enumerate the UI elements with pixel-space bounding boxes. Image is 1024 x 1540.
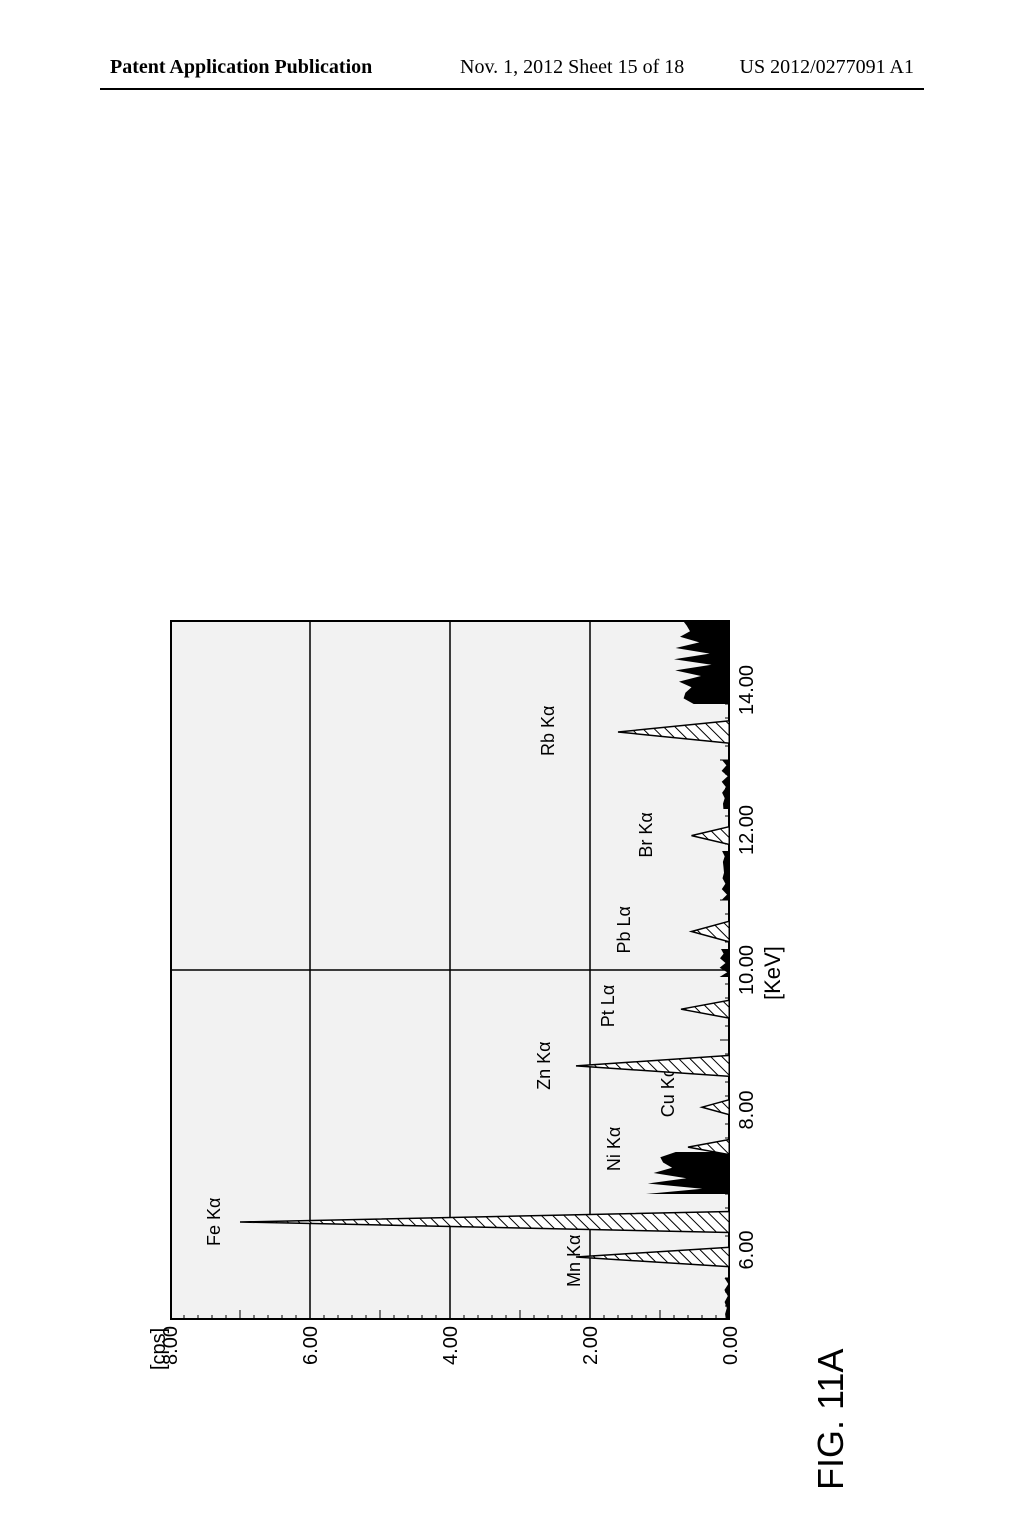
page: Patent Application Publication Nov. 1, 2… [0, 0, 1024, 1320]
peak-label: Rb Kα [538, 706, 558, 756]
x-tick-label: 14.00 [736, 660, 759, 720]
rotated-plot-wrapper: [cps] Mn KαFe KαNi KαCu KαZn KαPt LαPb L… [130, 540, 890, 1540]
header-left: Patent Application Publication [110, 56, 372, 79]
x-tick-label: 8.00 [736, 1080, 759, 1140]
y-tick-label: 6.00 [300, 1326, 323, 1370]
y-tick-label: 0.00 [720, 1326, 743, 1370]
x-tick-label: 10.00 [736, 940, 759, 1000]
peak-label: Zn Kα [534, 1041, 554, 1089]
y-tick-label: 2.00 [580, 1326, 603, 1370]
figure-label: FIG. 11A [810, 1349, 852, 1490]
peak-label: Cu Kα [658, 1067, 678, 1117]
figure-area: [cps] Mn KαFe KαNi KαCu KαZn KαPt LαPb L… [130, 160, 890, 1160]
peak-label: Pt Lα [598, 985, 618, 1027]
peak-label: Ni Kα [604, 1127, 624, 1171]
peak-label: Mn Kα [564, 1235, 584, 1287]
peak-label: Br Kα [636, 812, 656, 857]
peak-label: Fe Kα [204, 1198, 224, 1246]
peak-label: Pb Lα [614, 906, 634, 953]
spectrum-chart: Mn Kα Fe Kα Ni Kα Cu Kα Zn Kα Pt Lα Pb Lα Br Kα… [170, 620, 730, 1320]
x-tick-label: 6.00 [736, 1220, 759, 1280]
rotated-inner: [cps] Mn KαFe KαNi KαCu KαZn KαPt LαPb L… [130, 540, 890, 1540]
header-center: Nov. 1, 2012 Sheet 15 of 18 [460, 56, 684, 79]
y-tick-label: 4.00 [440, 1326, 463, 1370]
y-tick-label: 8.00 [160, 1326, 183, 1370]
header-rule [100, 88, 924, 90]
page-header: Patent Application Publication Nov. 1, 2… [0, 56, 1024, 86]
x-tick-label: 12.00 [736, 800, 759, 860]
header-right: US 2012/0277091 A1 [740, 56, 914, 79]
x-axis-label: [KeV] [760, 946, 786, 1000]
